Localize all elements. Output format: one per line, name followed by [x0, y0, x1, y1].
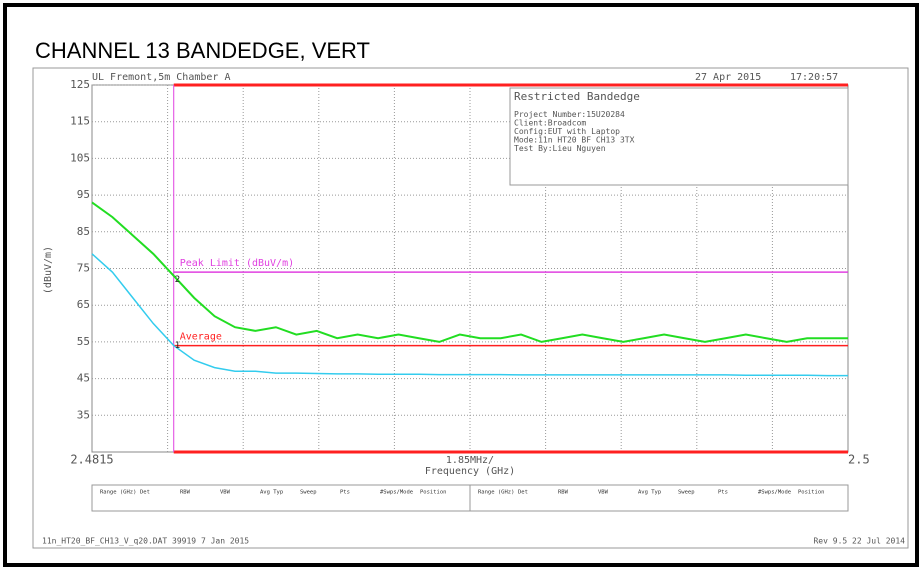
limit-label: Peak Limit (dBuV/m) — [180, 258, 294, 269]
screen-frame — [32, 67, 909, 549]
y-tick-label: 95 — [77, 188, 90, 201]
chart-title: CHANNEL 13 BANDEDGE, VERT — [35, 38, 370, 63]
y-tick-label: 105 — [70, 151, 90, 164]
table-header: Pts — [718, 490, 728, 496]
info-line: Client:Broadcom — [514, 119, 586, 128]
footer-right: Rev 9.5 22 Jul 2014 — [813, 537, 905, 546]
y-label: (dBuV/m) — [43, 246, 54, 294]
table-header: Sweep — [300, 490, 317, 496]
outer-frame — [3, 3, 919, 567]
table-header: RBW — [558, 490, 569, 496]
table-header: Det — [140, 490, 150, 496]
x-tick-label: 2.4815 — [70, 453, 113, 467]
table-header: #Swps/Mode — [380, 490, 413, 496]
y-tick-label: 35 — [77, 408, 90, 421]
info-line: Mode:11n HT20 BF CH13 3TX — [514, 136, 635, 145]
y-tick-label: 65 — [77, 298, 90, 311]
trace — [91, 201, 848, 343]
table-header: Range (GHz) — [478, 490, 514, 496]
table-header: Avg Typ — [260, 490, 283, 496]
table-header: Range (GHz) — [100, 490, 136, 496]
x-label: Frequency (GHz) — [425, 466, 515, 477]
table-header: Det — [518, 490, 528, 496]
table-header: Avg Typ — [638, 490, 661, 496]
info-line: Test By:Lieu Nguyen — [514, 144, 606, 153]
table-header: #Swps/Mode — [758, 490, 791, 496]
table-header: Sweep — [678, 490, 695, 496]
time: 17:20:57 — [790, 72, 838, 83]
info-line: Restricted Bandedge — [514, 90, 640, 103]
table-header: VBW — [220, 490, 231, 496]
marker: 1 — [175, 341, 180, 351]
info-box — [509, 87, 849, 186]
info-line: Project Number:15U20284 — [514, 110, 625, 119]
info-line: Config:EUT with Laptop — [514, 127, 620, 136]
y-tick-label: 55 — [77, 335, 90, 348]
trace — [91, 253, 848, 377]
marker: 2 — [175, 275, 180, 285]
y-tick-label: 75 — [77, 262, 90, 275]
limit-label: Average — [180, 332, 222, 343]
date: 27 Apr 2015 — [695, 72, 761, 83]
y-tick-label: 45 — [77, 372, 90, 385]
site: UL Fremont,5m Chamber A — [92, 72, 230, 83]
x-span: 1.85MHz/ — [446, 455, 494, 466]
table-header: VBW — [598, 490, 609, 496]
y-tick-label: 125 — [70, 78, 90, 91]
x-tick-label: 2.5 — [848, 453, 870, 467]
table-header: RBW — [180, 490, 191, 496]
table-header: Position — [420, 490, 447, 496]
table-header: Position — [798, 490, 825, 496]
footer-left: 11n_HT20_BF_CH13_V_q20.DAT 39919 7 Jan 2… — [42, 537, 249, 546]
y-tick-label: 85 — [77, 225, 90, 238]
y-tick-label: 115 — [70, 115, 90, 128]
table-header: Pts — [340, 490, 350, 496]
